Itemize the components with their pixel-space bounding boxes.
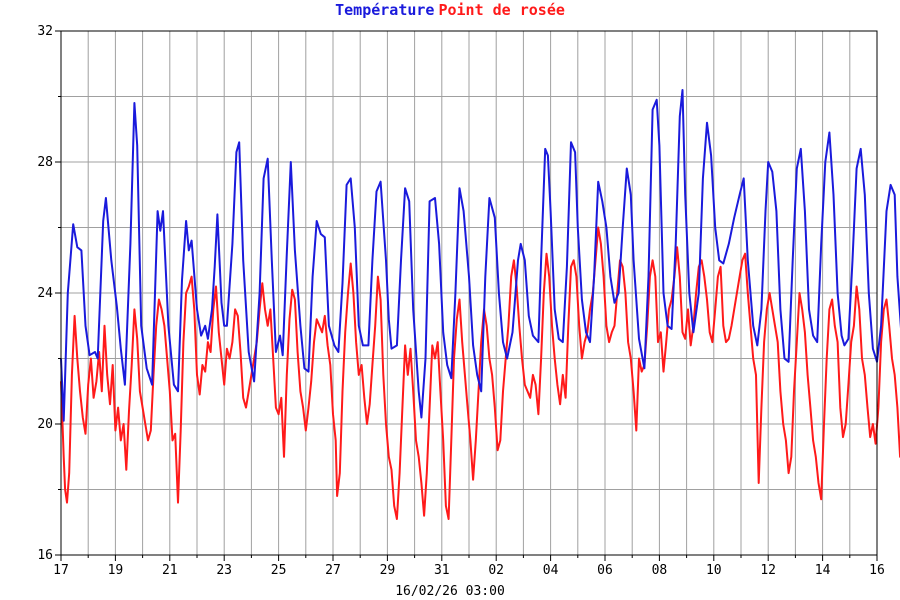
- x-tick-label: 25: [271, 563, 287, 578]
- x-tick-label: 14: [815, 563, 831, 578]
- y-tick-label: 16: [37, 548, 53, 563]
- series-layer: [60, 89, 900, 520]
- legend-dew-point: Point de rosée: [438, 1, 565, 19]
- x-tick-label: 27: [325, 563, 341, 578]
- x-tick-label: 17: [53, 563, 69, 578]
- x-tick-label: 12: [760, 563, 776, 578]
- y-tick-label: 20: [37, 417, 53, 432]
- x-tick-label: 21: [162, 563, 178, 578]
- legend-temperature: Température: [335, 1, 435, 19]
- chart-title: Température Point de rosée: [0, 0, 900, 20]
- x-tick-label: 19: [108, 563, 124, 578]
- y-tick-label: 28: [37, 155, 53, 170]
- timestamp-label: 16/02/26 03:00: [395, 584, 505, 599]
- axes: 16 20 24 28 32 17 19 21 23 25 27 29 31 02 04 06 08 10 12 14…: [37, 24, 884, 578]
- series-line-temperature: [60, 89, 900, 422]
- x-tick-label: 31: [434, 563, 450, 578]
- x-tick-label: 16: [869, 563, 885, 578]
- y-tick-label: 24: [37, 286, 53, 301]
- x-tick-label: 04: [543, 563, 559, 578]
- x-tick-label: 10: [706, 563, 722, 578]
- x-tick-label: 02: [488, 563, 504, 578]
- x-tick-label: 06: [597, 563, 613, 578]
- x-tick-label: 23: [216, 563, 232, 578]
- y-tick-label: 32: [37, 24, 53, 39]
- series-line-dew-point: [60, 226, 900, 520]
- x-tick-label: 08: [652, 563, 668, 578]
- x-tick-label: 29: [380, 563, 396, 578]
